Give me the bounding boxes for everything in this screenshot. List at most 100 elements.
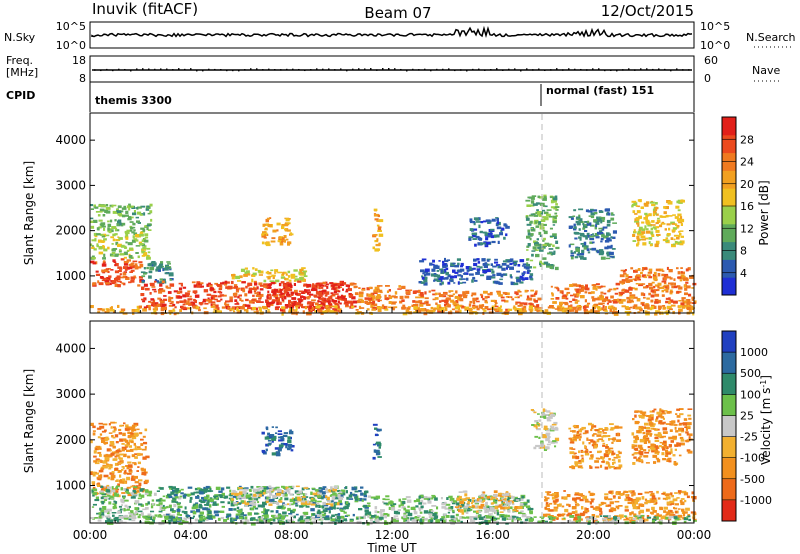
data-cell xyxy=(462,293,466,296)
data-cell xyxy=(110,421,115,424)
data-cell xyxy=(443,513,447,516)
data-cell xyxy=(472,267,476,270)
data-cell xyxy=(511,495,515,499)
data-cell xyxy=(138,486,141,489)
data-cell xyxy=(676,218,680,222)
data-cell xyxy=(259,490,263,493)
data-cell xyxy=(491,496,496,499)
data-cell xyxy=(533,266,537,269)
data-cell xyxy=(327,496,330,500)
data-cell xyxy=(551,252,556,255)
data-cell xyxy=(500,274,504,278)
data-cell xyxy=(482,491,486,494)
data-cell xyxy=(163,514,168,517)
data-cell xyxy=(279,236,283,240)
data-cell xyxy=(568,244,571,248)
data-cell xyxy=(631,519,636,523)
data-cell xyxy=(485,501,488,505)
data-cell xyxy=(679,240,685,244)
data-cell xyxy=(247,512,252,516)
data-cell xyxy=(504,497,507,501)
data-cell xyxy=(569,466,572,469)
data-cell xyxy=(419,511,423,514)
data-cell xyxy=(595,224,598,228)
data-cell xyxy=(257,493,262,497)
data-cell xyxy=(578,308,582,311)
data-cell xyxy=(126,442,129,445)
data-cell xyxy=(612,309,615,313)
data-cell xyxy=(535,225,539,228)
data-cell xyxy=(455,290,458,294)
data-cell xyxy=(265,426,269,431)
data-cell xyxy=(298,300,303,303)
data-cell xyxy=(572,439,577,442)
data-cell xyxy=(423,496,428,499)
data-cell xyxy=(403,511,407,514)
data-cell xyxy=(605,449,609,453)
data-cell xyxy=(124,488,128,491)
data-cell xyxy=(678,286,683,290)
data-cell xyxy=(240,268,245,272)
data-cell xyxy=(388,501,391,505)
data-cell xyxy=(685,281,689,284)
data-cell xyxy=(96,492,100,495)
data-cell xyxy=(122,276,127,279)
data-cell xyxy=(618,300,624,304)
data-cell xyxy=(97,451,102,454)
data-cell xyxy=(364,490,369,493)
data-cell xyxy=(322,310,327,314)
data-cell xyxy=(670,282,674,286)
data-cell xyxy=(539,423,542,426)
data-cell xyxy=(549,227,553,230)
data-cell xyxy=(627,276,633,279)
data-cell xyxy=(672,498,678,502)
data-cell xyxy=(113,426,116,429)
data-cell xyxy=(364,513,368,516)
data-cell xyxy=(525,199,531,202)
data-cell xyxy=(554,427,559,431)
data-cell xyxy=(500,492,503,495)
data-cell xyxy=(91,490,95,494)
data-cell xyxy=(557,307,560,310)
data-cell xyxy=(625,496,631,499)
data-cell xyxy=(272,229,277,233)
data-cell xyxy=(122,466,125,469)
data-cell xyxy=(146,256,151,260)
data-cell xyxy=(423,282,428,286)
data-cell xyxy=(569,309,575,312)
data-cell xyxy=(469,300,473,304)
data-cell xyxy=(504,224,508,227)
data-cell xyxy=(510,281,513,285)
data-cell xyxy=(505,225,510,229)
data-cell xyxy=(517,308,523,312)
data-cell xyxy=(589,492,594,496)
data-cell xyxy=(267,308,270,311)
data-cell xyxy=(590,234,593,236)
data-cell xyxy=(103,225,106,228)
data-cell xyxy=(465,290,470,294)
data-cell xyxy=(339,302,342,305)
data-cell xyxy=(648,276,653,279)
data-cell xyxy=(536,238,539,241)
y-tick-label: 2000 xyxy=(55,224,86,238)
data-cell xyxy=(679,499,683,503)
data-cell xyxy=(119,222,122,226)
data-cell xyxy=(180,488,184,491)
data-cell xyxy=(140,494,145,498)
data-cell xyxy=(366,502,371,505)
data-cell xyxy=(210,305,216,308)
data-cell xyxy=(618,294,623,297)
data-cell xyxy=(666,266,669,270)
data-cell xyxy=(117,483,120,487)
data-cell xyxy=(564,508,569,513)
data-cell xyxy=(311,501,317,504)
data-cell xyxy=(317,495,321,498)
data-cell xyxy=(248,489,252,491)
data-cell xyxy=(288,301,291,305)
data-cell xyxy=(651,506,655,510)
data-cell xyxy=(137,448,142,450)
data-cell xyxy=(592,507,598,510)
data-cell xyxy=(209,497,213,500)
data-cell xyxy=(600,291,604,294)
data-cell xyxy=(539,244,544,246)
